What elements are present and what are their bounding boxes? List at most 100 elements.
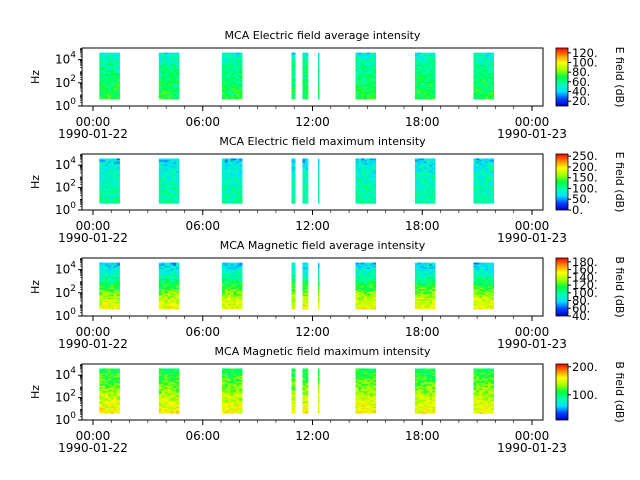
- colorbar-tick-label: 100.: [572, 56, 598, 70]
- data-cell: [366, 196, 371, 199]
- data-cell: [224, 162, 229, 165]
- data-cell: [426, 196, 430, 199]
- data-cell: [239, 91, 243, 94]
- data-cell: [110, 379, 115, 382]
- data-cell: [161, 62, 165, 65]
- data-cell: [108, 70, 112, 72]
- data-cell: [479, 176, 483, 179]
- data-cell: [429, 173, 433, 176]
- data-cell: [170, 272, 174, 275]
- data-cell: [432, 94, 436, 97]
- data-cell: [110, 171, 115, 173]
- data-cell: [233, 88, 237, 91]
- data-cell: [432, 187, 436, 190]
- data-cell: [302, 165, 306, 168]
- data-cell: [224, 71, 229, 74]
- data-cell: [291, 200, 296, 203]
- data-cell: [484, 193, 489, 196]
- data-cell: [102, 178, 106, 180]
- data-cell: [161, 158, 165, 161]
- data-cell: [302, 68, 306, 71]
- data-cell: [158, 304, 163, 307]
- data-cell: [102, 187, 106, 190]
- data-cell: [366, 94, 371, 97]
- data-cell: [372, 71, 377, 74]
- data-cell: [361, 56, 365, 59]
- data-cell: [305, 274, 309, 277]
- data-cell: [110, 383, 115, 386]
- data-cell: [102, 406, 106, 409]
- data-cell: [105, 281, 109, 284]
- data-cell: [224, 75, 229, 78]
- data-cell: [317, 97, 320, 100]
- data-cell: [476, 94, 480, 97]
- data-cell: [358, 173, 362, 176]
- data-cell: [99, 376, 103, 379]
- data-cell: [176, 190, 180, 193]
- data-cell: [227, 93, 231, 96]
- data-cell: [429, 179, 433, 182]
- x-tick-date: 1990-01-22: [58, 127, 128, 141]
- data-cell: [224, 180, 229, 183]
- data-cell: [230, 271, 234, 274]
- data-cell: [432, 72, 436, 75]
- data-cell: [239, 194, 243, 197]
- data-cell: [361, 54, 365, 56]
- data-cell: [170, 303, 174, 306]
- data-cell: [372, 162, 377, 165]
- data-cell: [158, 97, 163, 100]
- data-cell: [364, 186, 368, 189]
- data-cell: [233, 200, 237, 203]
- data-cell: [108, 390, 112, 393]
- data-cell: [230, 72, 234, 75]
- data-cell: [164, 272, 168, 275]
- data-cell: [479, 52, 483, 55]
- data-cell: [224, 288, 229, 291]
- data-cell: [105, 74, 109, 77]
- data-cell: [302, 61, 306, 64]
- data-cell: [167, 85, 171, 88]
- data-cell: [429, 182, 433, 185]
- data-segment: [317, 52, 320, 100]
- data-cell: [482, 262, 486, 265]
- data-cell: [414, 81, 419, 84]
- data-cell: [99, 280, 103, 282]
- data-cell: [364, 67, 368, 69]
- data-cell: [105, 406, 109, 409]
- data-cell: [116, 93, 120, 96]
- data-cell: [113, 197, 118, 200]
- data-cell: [236, 87, 240, 90]
- data-cell: [236, 194, 240, 197]
- data-cell: [479, 64, 483, 67]
- data-cell: [417, 85, 422, 88]
- data-cell: [161, 192, 165, 194]
- data-cell: [476, 182, 480, 185]
- data-cell: [99, 192, 103, 194]
- data-cell: [236, 80, 240, 83]
- data-cell: [432, 75, 436, 78]
- data-cell: [487, 284, 492, 287]
- data-cell: [170, 61, 174, 64]
- data-cell: [164, 74, 168, 77]
- data-cell: [105, 266, 109, 269]
- data-cell: [372, 307, 377, 310]
- data-cell: [317, 272, 320, 275]
- data-cell: [358, 192, 362, 194]
- data-cell: [161, 169, 165, 172]
- data-cell: [479, 293, 483, 295]
- data-cell: [291, 85, 296, 88]
- data-cell: [426, 274, 430, 277]
- data-cell: [420, 54, 424, 56]
- data-cell: [99, 403, 103, 406]
- data-cell: [102, 67, 106, 69]
- data-cell: [110, 52, 115, 55]
- data-cell: [355, 185, 359, 187]
- data-cell: [102, 268, 106, 271]
- data-cell: [227, 59, 231, 62]
- data-cell: [239, 172, 243, 175]
- data-cell: [432, 173, 436, 176]
- data-cell: [221, 264, 226, 266]
- data-cell: [233, 65, 237, 68]
- data-cell: [158, 193, 163, 196]
